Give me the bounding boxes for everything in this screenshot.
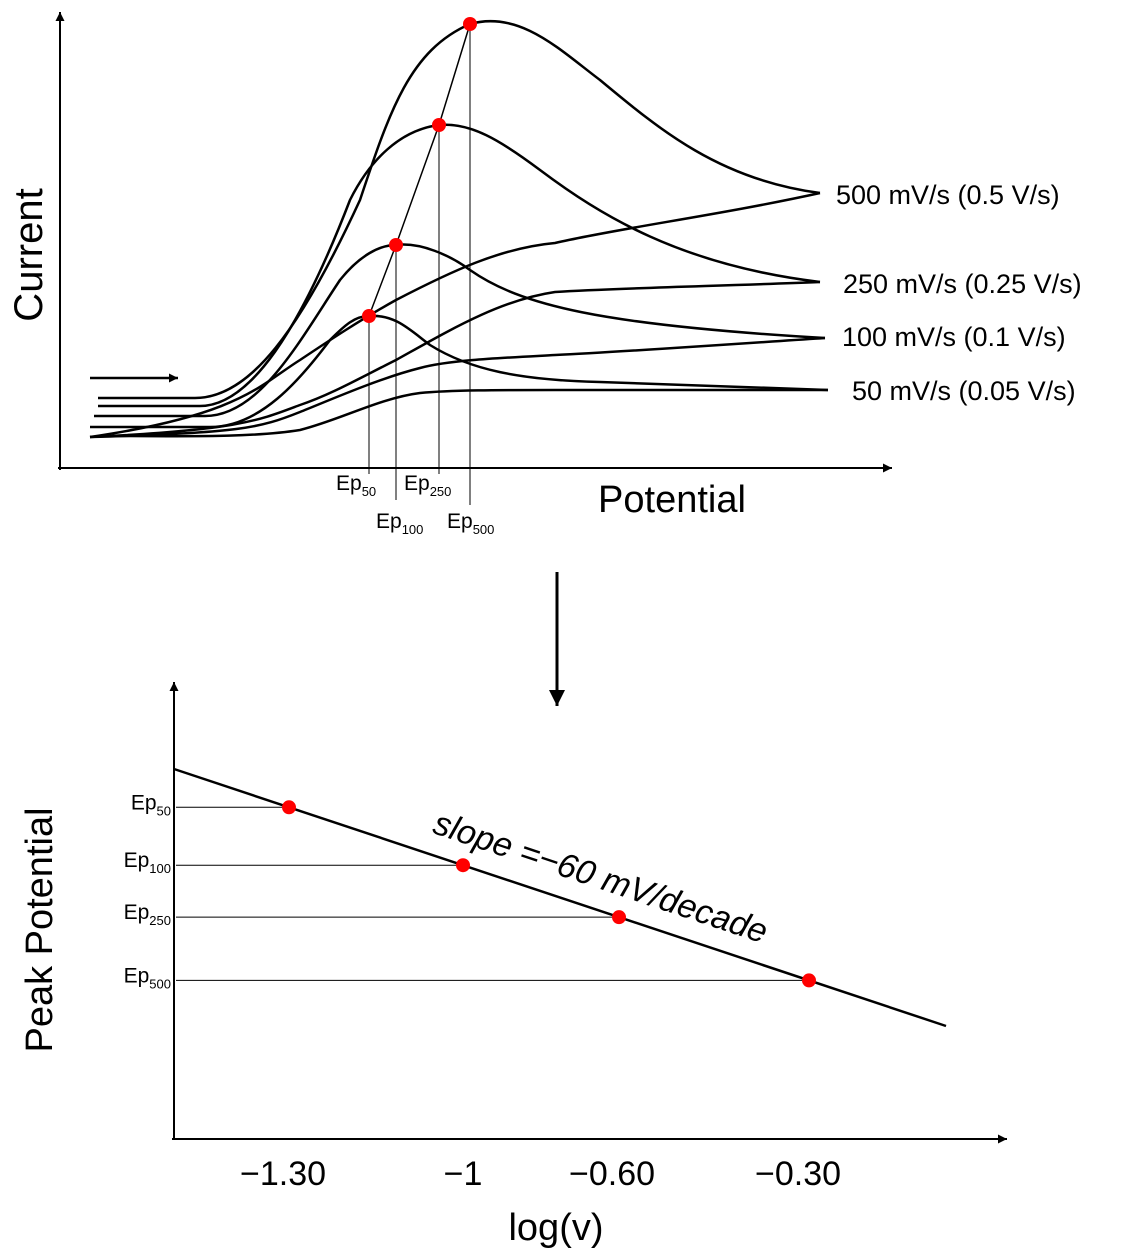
pp-x-tick-label: −0.60 <box>569 1155 655 1193</box>
cv-y-axis-title: Current <box>7 188 51 321</box>
cv-curve-250 <box>98 123 821 408</box>
slope-annotation: slope =−60 mV/decade <box>429 804 773 951</box>
pp-y-axis-title: Peak Potential <box>19 807 61 1052</box>
cv-curve-100-return <box>89 336 826 439</box>
cv-curve-250-return <box>89 280 821 439</box>
cv-peak-marker-500 <box>463 17 477 31</box>
cv-series-label-500: 500 mV/s (0.5 V/s) <box>836 180 1060 210</box>
pp-point <box>456 858 470 873</box>
cv-series-label-100: 100 mV/s (0.1 V/s) <box>842 322 1066 352</box>
cv-curve-500-return <box>89 191 821 439</box>
cv-curve-100 <box>94 243 826 418</box>
cv-peak-marker-100 <box>389 238 403 252</box>
cv-peak-marker-250 <box>432 118 446 132</box>
pp-point <box>802 973 816 988</box>
cv-peak-label-100: Ep100 <box>376 510 423 537</box>
pp-x-axis-title: log(v) <box>508 1207 603 1249</box>
cv-peak-label-50: Ep50 <box>336 472 376 499</box>
cv-series-label-50: 50 mV/s (0.05 V/s) <box>852 376 1076 406</box>
pp-fit-line <box>173 767 947 1028</box>
pp-y-tick-labels: Ep50 Ep100 Ep250 Ep500 <box>124 791 171 991</box>
cv-series-label-250: 250 mV/s (0.25 V/s) <box>843 269 1082 299</box>
pp-y-tick-label: Ep100 <box>124 849 171 876</box>
cv-peak-label-250: Ep250 <box>404 472 451 499</box>
pp-x-tick-label: −1 <box>444 1155 483 1193</box>
cv-curve-50-return <box>111 388 828 438</box>
peak-trend-line <box>368 23 471 317</box>
pp-point <box>612 910 626 925</box>
peak-potential-chart: Peak Potential log(v) −1.30 −1 −0.60 −0.30 … <box>19 682 1007 1249</box>
pp-points <box>282 800 816 988</box>
cv-peak-marker-50 <box>362 309 376 323</box>
pp-x-tick-label: −0.30 <box>755 1155 841 1193</box>
cv-x-axis-title: Potential <box>598 479 746 521</box>
cv-peak-label-500: Ep500 <box>447 510 494 537</box>
pp-tick-labels: −1.30 −1 −0.60 −0.30 <box>240 1155 841 1193</box>
pp-y-tick-label: Ep500 <box>124 964 171 991</box>
cv-curve-50 <box>90 314 829 429</box>
cv-curve-500 <box>98 19 821 400</box>
pp-guide-lines <box>176 806 809 981</box>
pp-y-tick-label: Ep50 <box>131 791 171 818</box>
pp-x-tick-label: −1.30 <box>240 1155 326 1193</box>
pp-y-tick-label: Ep250 <box>124 901 171 928</box>
pp-point <box>282 800 296 815</box>
cv-chart: Current Potential 500 mV/s (0.5 V/s) 250… <box>7 12 1082 537</box>
